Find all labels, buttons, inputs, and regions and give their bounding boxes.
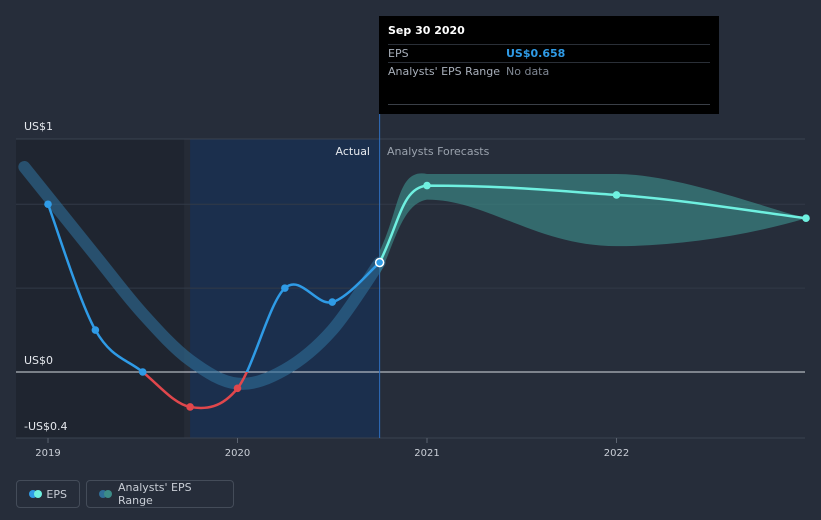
eps-data-point: [186, 403, 194, 411]
eps-data-point: [138, 368, 147, 376]
actual-label: Actual: [336, 145, 370, 158]
tooltip-key: EPS: [388, 47, 409, 60]
eps-forecast-point: [423, 181, 431, 190]
legend-label: EPS: [46, 487, 67, 501]
legend-eps-toggle[interactable]: EPS: [16, 480, 80, 508]
forecast-range-band: [379, 173, 806, 275]
x-tick-label: 2021: [414, 448, 439, 459]
tooltip-value: No data: [506, 65, 550, 78]
tooltip-row-eps: EPS US$0.658: [388, 44, 710, 62]
range-legend-icon: [99, 490, 112, 498]
x-tick-label: 2020: [225, 448, 250, 459]
legend-label: Analysts' EPS Range: [117, 481, 192, 507]
tooltip-value: US$0.658: [506, 47, 566, 60]
eps-data-point: [374, 257, 385, 268]
tooltip-spacer: [388, 80, 710, 105]
eps-legend-icon: [29, 490, 43, 498]
eps-forecast-line: [378, 184, 807, 264]
eps-forecast-point: [802, 214, 810, 223]
eps-data-point: [233, 384, 242, 393]
eps-negative-line: [140, 372, 249, 410]
tooltip-date: Sep 30 2020: [388, 24, 465, 37]
actual-range-band: [18, 160, 386, 390]
eps-forecast-point: [612, 191, 621, 199]
eps-data-point: [328, 298, 337, 306]
x-tick-label: 2019: [35, 448, 60, 459]
x-tick-label: 2022: [604, 448, 629, 459]
forecast-label: Analysts Forecasts: [387, 145, 490, 158]
eps-data-point: [281, 284, 289, 292]
eps-data-point: [44, 200, 52, 209]
eps-data-point: [91, 326, 100, 334]
y-tick-label: -US$0.4: [24, 420, 68, 433]
y-tick-label: US$0: [24, 354, 53, 367]
tooltip-row-range: Analysts' EPS Range No data: [388, 62, 710, 80]
tooltip-key: Analysts' EPS Range: [388, 65, 501, 78]
tooltip: Sep 30 2020 EPS US$0.658 Analysts' EPS R…: [379, 16, 719, 114]
legend-range-toggle[interactable]: Analysts' EPS Range: [86, 480, 234, 508]
y-tick-label: US$1: [24, 120, 53, 133]
